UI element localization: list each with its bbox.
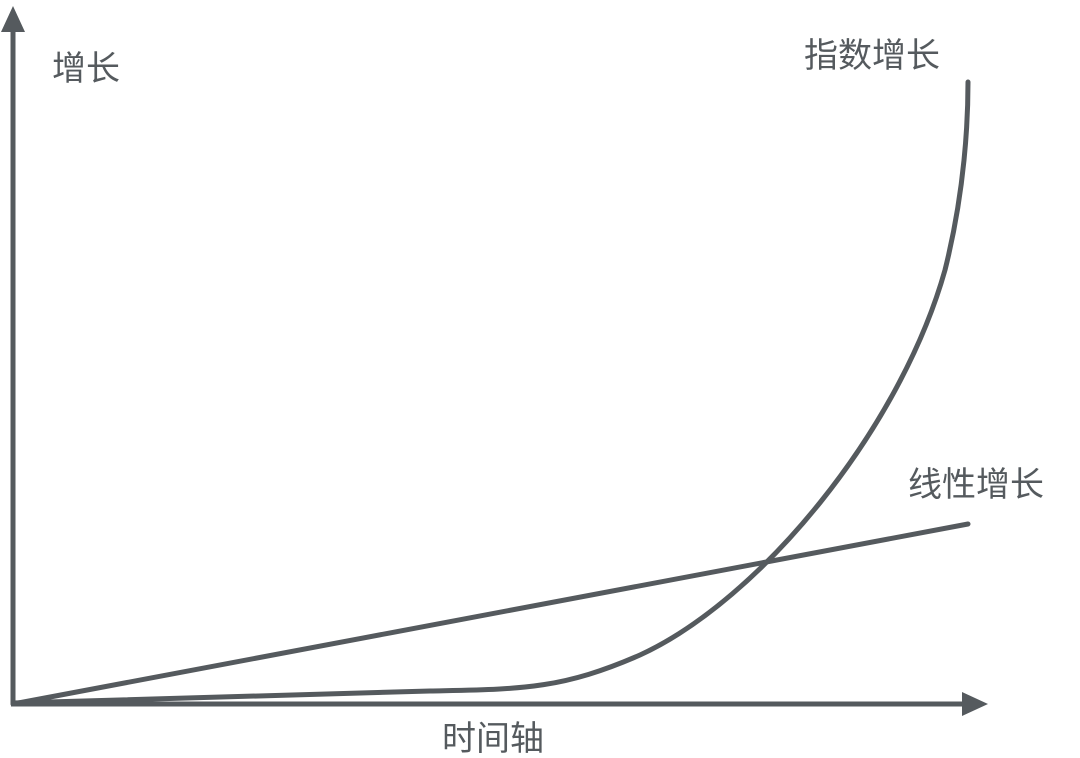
exponential-growth-curve: [10, 79, 971, 706]
linear-growth-label: 线性增长: [908, 465, 1044, 505]
y-axis-label: 增长: [52, 49, 120, 89]
exponential-growth-label: 指数增长: [804, 36, 940, 76]
x-axis-label: 时间轴: [442, 719, 544, 758]
x-axis-arrow-icon: [962, 692, 988, 716]
linear-growth-line: [10, 521, 971, 707]
y-axis-arrow-icon: [1, 6, 25, 32]
